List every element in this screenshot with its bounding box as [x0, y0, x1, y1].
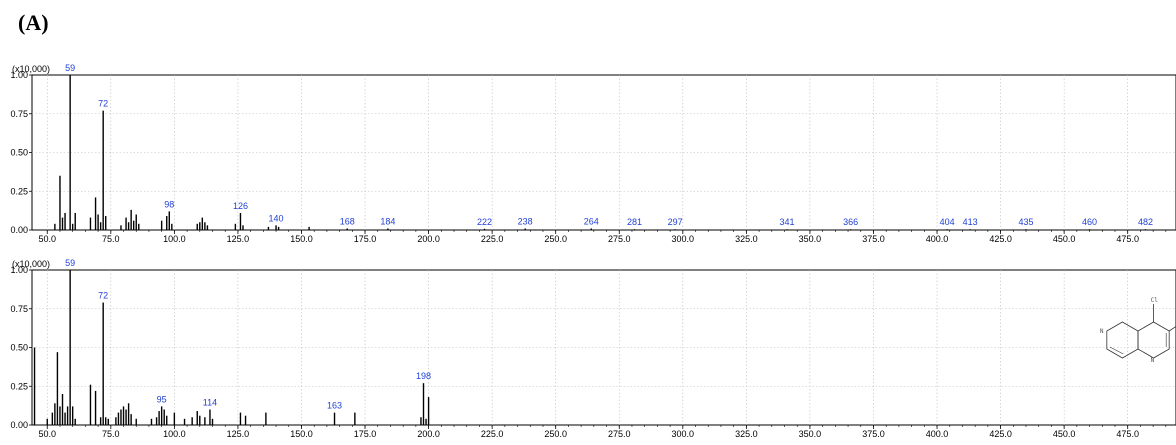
peak-label: 140	[269, 213, 284, 223]
x-tick-label: 150.0	[290, 429, 313, 439]
x-tick-label: 175.0	[354, 234, 377, 244]
peak-label: 222	[477, 217, 492, 227]
peak-label: 59	[65, 63, 75, 73]
y-tick-label: 0.25	[10, 186, 28, 196]
x-tick-label: 325.0	[735, 234, 758, 244]
peak-label: 341	[780, 217, 795, 227]
x-tick-label: 450.0	[1053, 429, 1076, 439]
peak-label: 98	[164, 199, 174, 209]
spectrum-panel-bottom: 0.00 0.25 0.50 0.75 1.00 50.0 75.0 100.0 125.0 15…	[10, 258, 1176, 439]
x-tick-label: 75.0	[102, 234, 120, 244]
x-tick-label: 300.0	[672, 234, 695, 244]
x-tick-label: 350.0	[799, 234, 822, 244]
ring-bond	[1137, 321, 1170, 359]
peak-label: 72	[98, 99, 108, 109]
y-tick-label: 1.00	[10, 70, 28, 80]
x-tick-label: 200.0	[417, 429, 440, 439]
substituent-bond	[1168, 325, 1176, 332]
peak-label: 114	[203, 398, 217, 408]
x-tick-label: 200.0	[417, 234, 440, 244]
x-tick-label: 475.0	[1116, 429, 1139, 439]
peak-label: 264	[584, 216, 599, 226]
peak-label: 281	[627, 217, 642, 227]
peak-label: 413	[963, 217, 978, 227]
x-tick-label: 325.0	[735, 429, 758, 439]
peak-label: 168	[340, 216, 355, 226]
y-tick-label: 0.25	[10, 381, 28, 391]
x-tick-label: 50.0	[38, 234, 56, 244]
peak-label: 95	[157, 394, 167, 404]
x-tick-label: 425.0	[989, 234, 1012, 244]
x-tick-label: 125.0	[227, 234, 250, 244]
x-tick-label: 375.0	[862, 234, 885, 244]
atom-label: N	[1151, 357, 1155, 364]
x-tick-label: 300.0	[672, 429, 695, 439]
y-tick-label: 0.50	[10, 148, 28, 158]
peak-label: 72	[98, 291, 108, 301]
x-tick-label: 425.0	[989, 429, 1012, 439]
x-tick-label: 275.0	[608, 234, 631, 244]
y-scale-label: (x10,000)	[12, 259, 50, 269]
chemical-structure: ClClNN	[1100, 297, 1176, 364]
x-tick-label: 175.0	[354, 429, 377, 439]
y-tick-label: 0.75	[10, 109, 28, 119]
y-tick-label: 0.50	[10, 343, 28, 353]
x-tick-label: 75.0	[102, 429, 120, 439]
x-tick-label: 100.0	[163, 429, 186, 439]
y-tick-label: 0.75	[10, 304, 28, 314]
x-tick-label: 250.0	[544, 429, 567, 439]
peak-label: 59	[65, 258, 75, 268]
x-tick-label: 475.0	[1116, 234, 1139, 244]
peak-label: 435	[1018, 217, 1033, 227]
peak-label: 163	[327, 401, 342, 411]
peak-label: 184	[380, 216, 395, 226]
x-tick-label: 350.0	[799, 429, 822, 439]
double-bond	[1109, 346, 1124, 355]
peak-label: 238	[518, 216, 533, 226]
peak-label: 297	[668, 217, 683, 227]
atom-label: Cl	[1151, 297, 1159, 304]
panel-label: (A)	[18, 10, 49, 35]
peak-label: 460	[1082, 217, 1097, 227]
peak-label: 366	[843, 217, 858, 227]
x-tick-label: 250.0	[544, 234, 567, 244]
peak-label: 198	[416, 371, 431, 381]
x-tick-label: 375.0	[862, 429, 885, 439]
x-tick-label: 225.0	[481, 234, 504, 244]
x-tick-label: 150.0	[290, 234, 313, 244]
spectrum-panel-top: 0.00 0.25 0.50 0.75 1.00 50.0 75.0 100.0 125.0 15…	[10, 63, 1176, 244]
x-tick-label: 225.0	[481, 429, 504, 439]
atom-label: N	[1100, 328, 1104, 335]
x-tick-label: 100.0	[163, 234, 186, 244]
y-tick-label: 1.00	[10, 265, 28, 275]
x-tick-label: 400.0	[926, 429, 949, 439]
x-tick-label: 275.0	[608, 429, 631, 439]
x-tick-label: 50.0	[38, 429, 56, 439]
x-tick-label: 450.0	[1053, 234, 1076, 244]
x-tick-label: 125.0	[227, 429, 250, 439]
y-tick-label: 0.00	[10, 225, 28, 235]
peak-label: 126	[233, 201, 248, 211]
peak-label: 482	[1138, 217, 1153, 227]
y-scale-label: (x10,000)	[12, 64, 50, 74]
y-tick-label: 0.00	[10, 420, 28, 430]
peak-label: 404	[940, 217, 955, 227]
x-tick-label: 400.0	[926, 234, 949, 244]
